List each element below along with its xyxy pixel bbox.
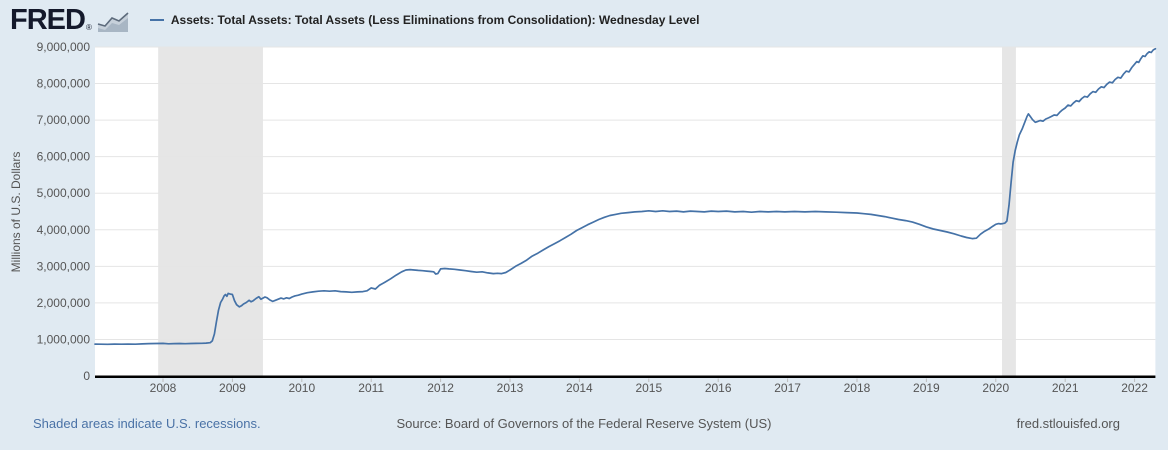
x-tick-label: 2013 <box>497 381 524 395</box>
y-tick-label: 7,000,000 <box>37 113 91 127</box>
header: FRED ® Assets: Total Assets: Total Asset… <box>0 0 1168 40</box>
y-tick-label: 6,000,000 <box>37 150 91 164</box>
x-tick-label: 2008 <box>150 381 177 395</box>
footer: Shaded areas indicate U.S. recessions. S… <box>0 414 1168 436</box>
x-tick-label: 2020 <box>982 381 1009 395</box>
fred-logo-chart-icon <box>97 11 129 32</box>
plot-area <box>95 47 1156 376</box>
recession-band <box>158 47 263 376</box>
legend-line-swatch <box>149 19 164 21</box>
y-tick-label: 2,000,000 <box>37 296 91 310</box>
x-tick-label: 2015 <box>635 381 662 395</box>
x-tick-label: 2014 <box>566 381 593 395</box>
fred-logo-text: FRED <box>10 3 86 36</box>
legend-label: Assets: Total Assets: Total Assets (Less… <box>170 13 700 27</box>
data-line <box>94 47 1157 346</box>
registered-trademark: ® <box>85 22 92 32</box>
y-tick-label: 1,000,000 <box>37 332 91 346</box>
y-tick-label: 9,000,000 <box>37 40 91 54</box>
x-tick-label: 2017 <box>774 381 801 395</box>
x-axis-line <box>95 375 1156 378</box>
fred-site-link[interactable]: fred.stlouisfed.org <box>1016 416 1120 431</box>
x-tick-label: 2018 <box>844 381 871 395</box>
y-tick-label: 8,000,000 <box>37 77 91 91</box>
x-tick-label: 2012 <box>427 381 454 395</box>
y-tick-label: 4,000,000 <box>37 223 91 237</box>
x-tick-label: 2019 <box>913 381 940 395</box>
x-tick-label: 2009 <box>219 381 246 395</box>
x-tick-label: 2016 <box>705 381 732 395</box>
x-tick-label: 2011 <box>358 381 384 395</box>
source-text: Source: Board of Governors of the Federa… <box>396 416 772 431</box>
series-legend: Assets: Total Assets: Total Assets (Less… <box>149 13 700 27</box>
recession-note-link[interactable]: Shaded areas indicate U.S. recessions. <box>33 416 261 431</box>
y-tick-label: 3,000,000 <box>37 259 91 273</box>
y-axis-title: Millions of U.S. Dollars <box>9 152 23 273</box>
x-tick-label: 2021 <box>1052 381 1079 395</box>
fred-logo[interactable]: FRED ® <box>10 3 130 36</box>
x-tick-label: 2022 <box>1121 381 1148 395</box>
y-tick-label: 5,000,000 <box>37 186 91 200</box>
x-tick-label: 2010 <box>288 381 315 395</box>
y-tick-label: 0 <box>83 369 90 383</box>
